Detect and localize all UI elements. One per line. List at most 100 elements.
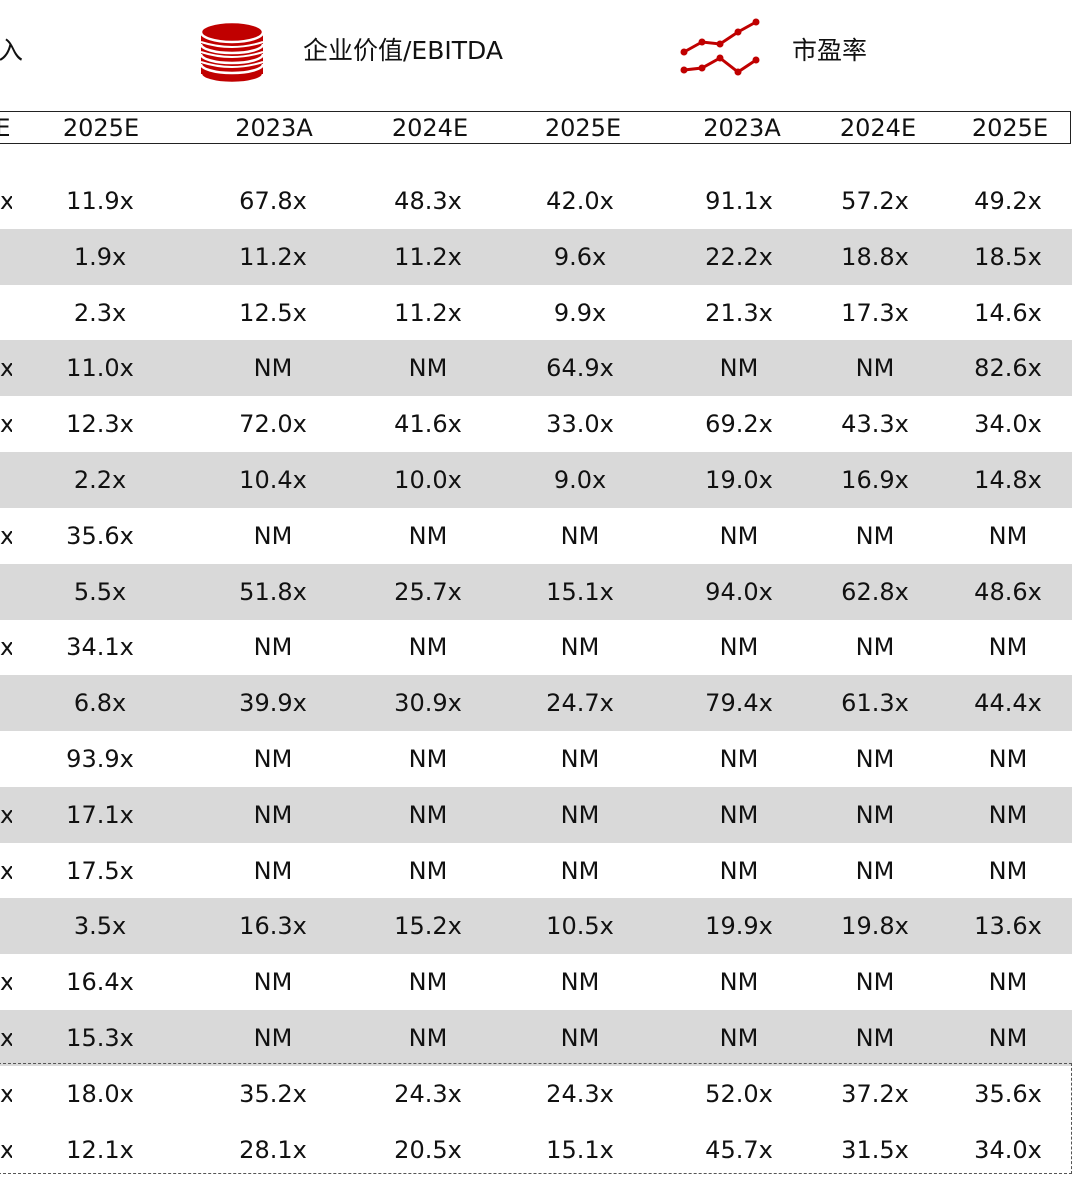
table-cell: 35.2x [239, 1079, 307, 1108]
table-cell: 18.8x [841, 242, 909, 271]
table-cell: 15.1x [546, 577, 614, 606]
ev-ebitda-legend-label: 企业价值/EBITDA [303, 36, 503, 65]
cut-off-cell [0, 675, 12, 731]
table-cell: 14.6x [974, 298, 1042, 327]
table-cell: 17.5x [66, 856, 134, 885]
table-cell: 41.6x [394, 410, 462, 439]
cut-off-cell [0, 731, 12, 787]
table-cell: 21.3x [705, 298, 773, 327]
table-cell: NM [988, 856, 1028, 885]
table-cell: 67.8x [239, 187, 307, 215]
table-cell: 18.0x [66, 1079, 134, 1108]
table-cell: 16.3x [239, 912, 307, 941]
table-cell: 37.2x [841, 1079, 909, 1108]
table-cell: NM [253, 968, 293, 997]
table-cell: NM [408, 521, 448, 550]
table-cell: 44.4x [974, 689, 1042, 718]
table-cell: 15.1x [546, 1135, 614, 1164]
header-col-7: 2025E [971, 113, 1049, 142]
table-cell: 22.2x [705, 242, 773, 271]
table-row: 93.9x NM NM NM NM NM NM [0, 731, 1072, 787]
table-cell: 19.9x [705, 912, 773, 941]
cut-off-cell: x [0, 1079, 12, 1108]
cut-off-cell [0, 452, 12, 508]
table-cell: 2.3x [73, 298, 127, 327]
table-cell: NM [253, 800, 293, 829]
table-cell: 12.3x [66, 410, 134, 439]
table-cell: 1.9x [73, 242, 127, 271]
table-cell: 20.5x [394, 1135, 462, 1164]
table-cell: 34.1x [66, 633, 134, 662]
cut-off-cell [0, 229, 12, 285]
table-cell: 11.2x [394, 298, 462, 327]
header-col-2: 2023A [235, 113, 313, 142]
table-cell: NM [719, 1024, 759, 1052]
table-cell: NM [560, 633, 600, 662]
pe-legend-label: 市盈率 [792, 36, 868, 65]
header-col-5: 2023A [703, 113, 781, 142]
table-cell: NM [719, 521, 759, 550]
revenue-legend-label-fragment: 入 [0, 36, 24, 65]
table-cell: NM [855, 633, 895, 662]
table-cell: NM [719, 856, 759, 885]
cut-off-cell [0, 285, 12, 341]
table-cell: NM [408, 745, 448, 773]
cut-off-cell: x [0, 354, 12, 383]
table-cell: NM [855, 354, 895, 383]
table-row: x 15.3x NM NM NM NM NM NM [0, 1010, 1072, 1066]
table-row: 5.5x 51.8x 25.7x 15.1x 94.0x 62.8x 48.6x [0, 563, 1072, 620]
table-cell: NM [719, 968, 759, 997]
table-cell: 16.4x [66, 968, 134, 997]
table-cell: 14.8x [974, 466, 1042, 494]
table-cell: 48.6x [974, 577, 1042, 606]
cut-off-cell: x [0, 1024, 12, 1052]
table-cell: 64.9x [546, 354, 614, 383]
table-cell: 39.9x [239, 689, 307, 718]
table-cell: NM [408, 354, 448, 383]
cut-off-cell: x [0, 968, 12, 997]
table-cell: 48.3x [394, 187, 462, 215]
table-cell: NM [253, 856, 293, 885]
table-cell: NM [253, 521, 293, 550]
table-cell: NM [408, 1024, 448, 1052]
table-cell: 57.2x [841, 187, 909, 215]
table-cell: 45.7x [705, 1135, 773, 1164]
table-cell: 17.3x [841, 298, 909, 327]
table-cell: NM [988, 745, 1028, 773]
table-cell: 61.3x [841, 689, 909, 718]
table-cell: 13.6x [974, 912, 1042, 941]
table-cell: 9.0x [553, 466, 607, 494]
table-cell: 19.8x [841, 912, 909, 941]
table-cell: 51.8x [239, 577, 307, 606]
table-cell: NM [855, 1024, 895, 1052]
table-cell: 34.0x [974, 1135, 1042, 1164]
table-cell: 15.3x [66, 1024, 134, 1052]
cut-off-cell: x [0, 633, 12, 662]
table-cell: 18.5x [974, 242, 1042, 271]
table-cell: NM [719, 633, 759, 662]
summary-row: x 18.0x 35.2x 24.3x 24.3x 52.0x 37.2x 35.6x [0, 1066, 1072, 1122]
table-cell: 10.4x [239, 466, 307, 494]
table-cell: 72.0x [239, 410, 307, 439]
table-cell: NM [408, 856, 448, 885]
table-row: 2.2x 10.4x 10.0x 9.0x 19.0x 16.9x 14.8x [0, 452, 1072, 508]
table-cell: NM [719, 800, 759, 829]
header-col-6: 2024E [839, 113, 917, 142]
table-cell: NM [988, 800, 1028, 829]
year-header-row: E 2025E 2023A 2024E 2025E 2023A 2024E 20… [0, 111, 1071, 144]
table-cell: NM [253, 745, 293, 773]
cut-off-cell: x [0, 410, 12, 439]
table-row: x 11.0x NM NM 64.9x NM NM 82.6x [0, 340, 1072, 397]
table-row: x 12.3x 72.0x 41.6x 33.0x 69.2x 43.3x 34.0x [0, 396, 1072, 452]
table-cell: 30.9x [394, 689, 462, 718]
table-cell: 11.2x [239, 242, 307, 271]
table-cell: 11.2x [394, 242, 462, 271]
table-cell: 24.3x [546, 1079, 614, 1108]
cut-off-cell: x [0, 1135, 12, 1164]
table-cell: 3.5x [73, 912, 127, 941]
table-cell: 15.2x [394, 912, 462, 941]
table-cell: NM [560, 968, 600, 997]
table-cell: NM [253, 633, 293, 662]
table-cell: 33.0x [546, 410, 614, 439]
line-trend-icon [680, 18, 760, 76]
